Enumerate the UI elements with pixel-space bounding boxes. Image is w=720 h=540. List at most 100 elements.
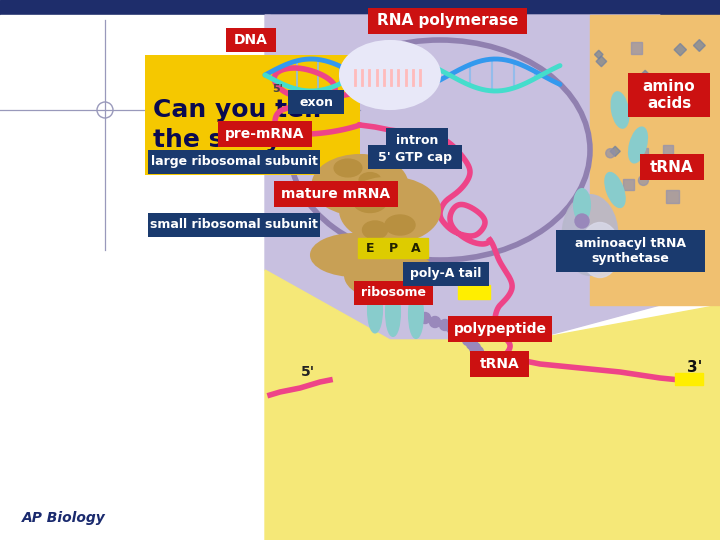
FancyBboxPatch shape xyxy=(403,262,489,286)
FancyBboxPatch shape xyxy=(226,28,276,52)
Text: 3': 3' xyxy=(688,361,703,375)
Circle shape xyxy=(467,339,477,349)
Text: DNA: DNA xyxy=(234,33,268,47)
Circle shape xyxy=(683,162,690,170)
Bar xyxy=(458,285,490,299)
Polygon shape xyxy=(596,56,607,67)
Polygon shape xyxy=(265,270,720,540)
FancyBboxPatch shape xyxy=(448,316,552,342)
Ellipse shape xyxy=(562,195,618,275)
Ellipse shape xyxy=(345,250,435,300)
Text: ribosome: ribosome xyxy=(361,287,426,300)
Circle shape xyxy=(472,347,484,357)
Ellipse shape xyxy=(409,290,423,338)
Text: amino
acids: amino acids xyxy=(643,79,696,111)
Circle shape xyxy=(446,322,457,334)
Text: exon: exon xyxy=(299,96,333,109)
FancyBboxPatch shape xyxy=(640,154,704,180)
Bar xyxy=(0,0,720,15)
Ellipse shape xyxy=(312,155,408,215)
Ellipse shape xyxy=(353,187,387,213)
Ellipse shape xyxy=(606,173,625,207)
Text: polypeptide: polypeptide xyxy=(454,322,546,336)
Text: mature mRNA: mature mRNA xyxy=(282,187,390,201)
Bar xyxy=(637,148,648,159)
Polygon shape xyxy=(641,70,649,78)
Text: poly-A tail: poly-A tail xyxy=(410,267,482,280)
Circle shape xyxy=(439,320,451,330)
Ellipse shape xyxy=(334,159,362,177)
Polygon shape xyxy=(610,146,620,157)
Circle shape xyxy=(639,176,649,185)
Text: tRNA: tRNA xyxy=(480,357,519,371)
Circle shape xyxy=(469,342,480,354)
Bar xyxy=(404,238,428,258)
Text: RNA polymerase: RNA polymerase xyxy=(377,14,518,29)
Text: tRNA: tRNA xyxy=(650,159,694,174)
Bar xyxy=(381,238,405,258)
Text: E: E xyxy=(366,241,374,254)
Circle shape xyxy=(606,148,615,158)
FancyBboxPatch shape xyxy=(218,121,312,147)
Bar xyxy=(667,190,679,203)
FancyBboxPatch shape xyxy=(628,73,710,117)
Text: aminoacyl tRNA
synthetase: aminoacyl tRNA synthetase xyxy=(575,237,686,265)
Text: 5': 5' xyxy=(301,365,315,379)
Bar xyxy=(648,102,655,109)
Text: P: P xyxy=(388,241,397,254)
Bar xyxy=(663,145,673,155)
Circle shape xyxy=(649,164,662,177)
Text: intron: intron xyxy=(396,133,438,146)
FancyBboxPatch shape xyxy=(148,213,320,237)
Ellipse shape xyxy=(385,215,415,235)
Ellipse shape xyxy=(574,189,590,221)
Polygon shape xyxy=(265,15,660,340)
FancyBboxPatch shape xyxy=(368,145,462,169)
Ellipse shape xyxy=(386,288,400,336)
Bar xyxy=(400,138,430,152)
Ellipse shape xyxy=(340,178,440,242)
Ellipse shape xyxy=(340,41,440,109)
Polygon shape xyxy=(590,15,720,305)
Circle shape xyxy=(430,316,441,327)
Text: large ribosomal subunit: large ribosomal subunit xyxy=(150,156,318,168)
Circle shape xyxy=(457,329,469,341)
Circle shape xyxy=(452,326,464,336)
FancyBboxPatch shape xyxy=(274,181,398,207)
FancyBboxPatch shape xyxy=(386,128,448,152)
Circle shape xyxy=(657,171,665,179)
Circle shape xyxy=(462,334,474,346)
Text: AP Biology: AP Biology xyxy=(22,511,106,525)
FancyBboxPatch shape xyxy=(470,351,529,377)
Ellipse shape xyxy=(359,172,381,187)
Bar xyxy=(358,238,382,258)
Bar xyxy=(0,15,270,540)
Ellipse shape xyxy=(362,221,387,239)
Text: pre-mRNA: pre-mRNA xyxy=(225,127,305,141)
FancyBboxPatch shape xyxy=(556,230,705,272)
Ellipse shape xyxy=(629,127,647,163)
Ellipse shape xyxy=(580,222,620,278)
Ellipse shape xyxy=(368,287,382,333)
Ellipse shape xyxy=(336,182,361,198)
Text: 5' GTP cap: 5' GTP cap xyxy=(378,151,452,164)
Circle shape xyxy=(658,169,665,177)
FancyBboxPatch shape xyxy=(354,281,433,305)
Ellipse shape xyxy=(611,92,629,128)
Ellipse shape xyxy=(290,40,590,260)
Polygon shape xyxy=(693,39,706,51)
Bar xyxy=(631,42,642,53)
Circle shape xyxy=(410,308,420,320)
Polygon shape xyxy=(674,44,686,56)
Circle shape xyxy=(420,313,431,323)
FancyBboxPatch shape xyxy=(288,90,344,114)
Text: 5': 5' xyxy=(272,84,283,94)
Text: small ribosomal subunit: small ribosomal subunit xyxy=(150,219,318,232)
Bar xyxy=(623,179,634,190)
Bar xyxy=(675,373,703,385)
Polygon shape xyxy=(595,50,603,59)
FancyBboxPatch shape xyxy=(368,8,527,34)
Circle shape xyxy=(575,214,589,228)
Text: A: A xyxy=(411,241,420,254)
Bar xyxy=(145,55,360,175)
